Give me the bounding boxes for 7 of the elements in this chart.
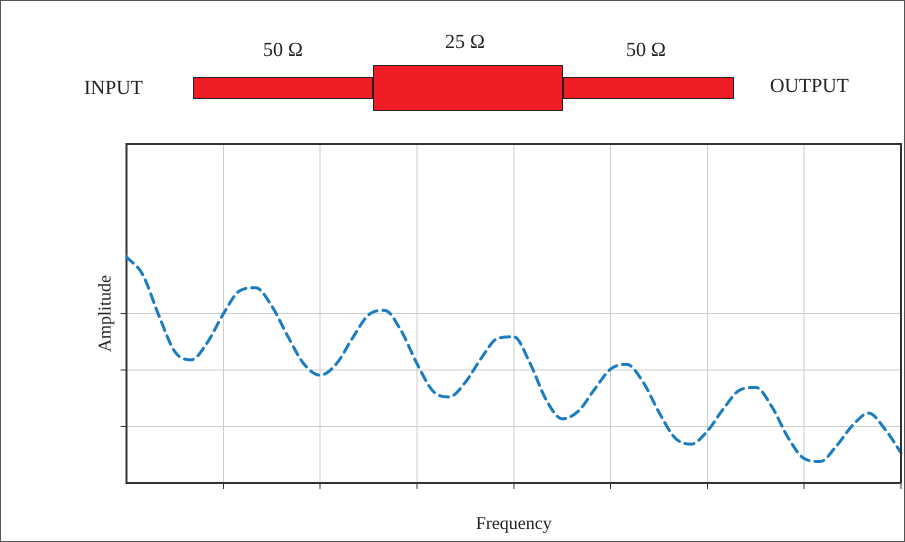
text: OUTPUT	[770, 75, 849, 98]
text: INPUT	[84, 77, 143, 100]
y-axis-title: Amplitude	[94, 274, 115, 352]
text: 50 Ω	[263, 39, 303, 62]
x-axis-title: Frequency	[476, 512, 552, 533]
text: 50 Ω	[626, 39, 666, 62]
text: 25 Ω	[445, 31, 485, 54]
